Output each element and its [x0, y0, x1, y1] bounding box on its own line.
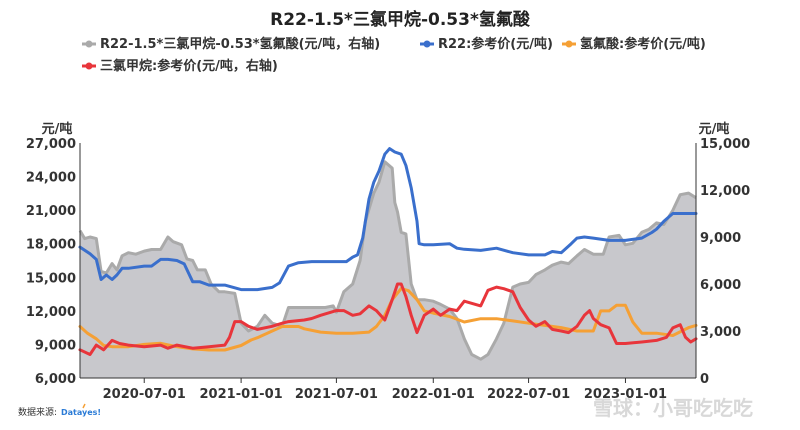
x-tick-label: 2021-01-01 [200, 387, 283, 402]
legend-item: R22:参考价(元/吨) [420, 36, 553, 52]
left-tick-label: 27,000 [26, 137, 76, 152]
left-tick-label: 15,000 [26, 271, 76, 286]
legend-marker [423, 40, 431, 48]
left-tick-label: 12,000 [26, 305, 76, 320]
left-axis-unit: 元/吨 [42, 121, 73, 137]
legend-item: R22-1.5*三氯甲烷-0.53*氢氟酸(元/吨，右轴) [82, 36, 380, 52]
right-axis-unit: 元/吨 [699, 121, 730, 137]
right-tick-label: 6,000 [700, 278, 741, 293]
x-tick-label: 2021-07-01 [295, 387, 378, 402]
x-tick-label: 2023-01-01 [584, 387, 667, 402]
brand-logo-mark [82, 403, 86, 409]
data-source-brand: Datayes! [61, 408, 101, 417]
legend-label: R22-1.5*三氯甲烷-0.53*氢氟酸(元/吨，右轴) [100, 36, 380, 52]
legend-item: 三氯甲烷:参考价(元/吨，右轴) [82, 58, 278, 74]
legend-marker [85, 62, 93, 70]
legend-label: 三氯甲烷:参考价(元/吨，右轴) [100, 58, 278, 74]
legend: R22-1.5*三氯甲烷-0.53*氢氟酸(元/吨，右轴) R22:参考价(元/吨… [82, 36, 706, 74]
axes: 6,000 9,000 12,000 15,000 18,000 21,000 24,000… [26, 137, 750, 402]
legend-item: 氢氟酸:参考价(元/吨) [562, 36, 706, 52]
legend-marker [85, 40, 93, 48]
legend-label: R22:参考价(元/吨) [438, 36, 553, 52]
left-tick-label: 24,000 [26, 171, 76, 186]
series-line [78, 160, 697, 361]
left-tick-label: 6,000 [35, 372, 76, 387]
plot-area [78, 147, 698, 378]
x-tick-label: 2022-07-01 [487, 387, 570, 402]
left-tick-label: 18,000 [26, 238, 76, 253]
right-tick-label: 12,000 [700, 184, 750, 199]
x-tick-label: 2020-07-01 [103, 387, 186, 402]
right-tick-label: 15,000 [700, 137, 750, 152]
x-tick-label: 2022-01-01 [392, 387, 475, 402]
right-tick-label: 3,000 [700, 325, 741, 340]
left-tick-label: 9,000 [35, 338, 76, 353]
legend-label: 氢氟酸:参考价(元/吨) [580, 36, 706, 52]
right-tick-label: 0 [700, 372, 709, 387]
right-tick-label: 9,000 [700, 231, 741, 246]
left-tick-label: 21,000 [26, 204, 76, 219]
data-source-label: 数据来源: [18, 406, 57, 418]
chart-title: R22-1.5*三氯甲烷-0.53*氢氟酸 [270, 9, 531, 30]
series-line [78, 147, 698, 292]
legend-marker [565, 40, 573, 48]
watermark: 雪球：小哥吃吃吃 [593, 396, 753, 420]
series-line [78, 282, 698, 356]
